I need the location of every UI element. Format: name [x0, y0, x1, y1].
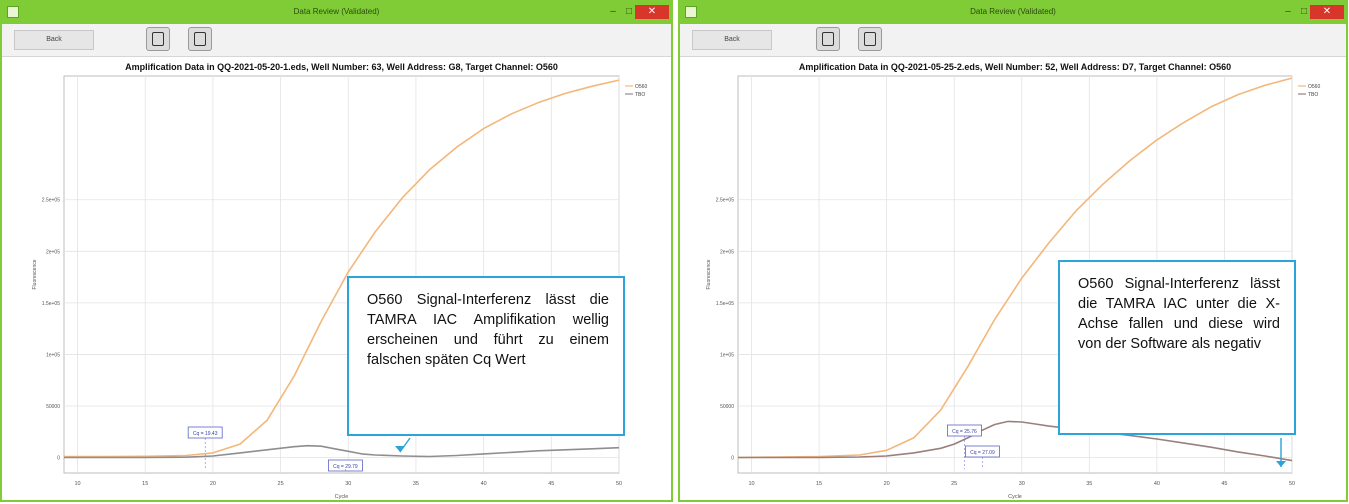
cq-label: Cq = 27.09: [970, 450, 995, 456]
x-tick-label: 30: [1019, 481, 1025, 487]
window-title: Data Review (Validated): [970, 7, 1056, 16]
title-bar: Data Review (Validated) – □ ✕: [2, 2, 671, 24]
maximize-icon[interactable]: □: [625, 6, 633, 17]
cq-annotation: Cq = 19.43: [187, 426, 223, 469]
app-icon: [7, 6, 19, 18]
minimize-icon[interactable]: –: [1285, 6, 1291, 17]
series-line-o560: [64, 79, 620, 458]
legend-label: O560: [1308, 84, 1320, 90]
window-title: Data Review (Validated): [293, 7, 380, 16]
x-tick-label: 40: [1154, 481, 1160, 487]
series-line-o560: [737, 77, 1293, 459]
save-icon[interactable]: [858, 27, 882, 51]
series-line-tbo: [64, 444, 620, 459]
chart-title: Amplification Data in QQ-2021-05-20-1.ed…: [125, 62, 558, 72]
x-tick-label: 25: [278, 481, 284, 487]
x-tick-label: 25: [951, 481, 957, 487]
callout-arrow-head: [1276, 461, 1286, 467]
y-tick-label: 2.5e+05: [42, 198, 60, 204]
close-icon[interactable]: ✕: [1310, 5, 1344, 19]
y-tick-label: 0: [731, 456, 734, 462]
x-tick-label: 20: [884, 481, 890, 487]
chart-title: Amplification Data in QQ-2021-05-25-2.ed…: [799, 62, 1231, 72]
x-tick-label: 45: [1221, 481, 1227, 487]
minimize-icon[interactable]: –: [610, 6, 616, 17]
y-tick-label: 2e+05: [46, 249, 60, 255]
y-axis-label: Fluorescence: [706, 259, 712, 289]
toolbar: Back: [680, 24, 1346, 57]
annotation-callout: O560 Signal-Interferenz lässt die TAMRA …: [1058, 260, 1296, 435]
title-bar: Data Review (Validated) – □ ✕: [680, 2, 1346, 24]
x-tick-label: 15: [142, 481, 148, 487]
y-tick-label: 2.5e+05: [716, 198, 734, 204]
x-axis-label: Cycle: [335, 494, 349, 500]
x-tick-label: 15: [816, 481, 822, 487]
y-tick-label: 1.5e+05: [716, 301, 734, 307]
back-button[interactable]: Back: [692, 30, 772, 50]
x-tick-label: 45: [548, 481, 554, 487]
x-tick-label: 30: [345, 481, 351, 487]
legend-label: TBO: [1308, 92, 1318, 98]
callout-text: O560 Signal-Interferenz lässt die TAMRA …: [367, 292, 609, 368]
y-tick-label: 0: [57, 456, 60, 462]
export-icon[interactable]: [146, 27, 170, 51]
x-tick-label: 40: [481, 481, 487, 487]
series-line-tbo: [738, 420, 1293, 462]
export-icon[interactable]: [816, 27, 840, 51]
x-tick-label: 50: [616, 481, 622, 487]
cq-annotation: Cq = 25.76: [947, 424, 982, 469]
cq-annotation: Cq = 27.09: [965, 445, 1000, 469]
x-tick-label: 10: [748, 481, 754, 487]
callout-text: O560 Signal-Interferenz lässt die TAMRA …: [1078, 276, 1280, 352]
y-tick-label: 1e+05: [46, 352, 60, 358]
y-tick-label: 2e+05: [720, 249, 734, 255]
y-tick-label: 1.5e+05: [42, 301, 60, 307]
toolbar: Back: [2, 24, 671, 57]
y-axis-label: Fluorescence: [32, 259, 38, 289]
x-axis-label: Cycle: [1008, 494, 1022, 500]
cq-label: Cq = 19.43: [193, 431, 218, 437]
y-tick-label: 50000: [720, 404, 734, 410]
legend-label: O560: [635, 84, 647, 90]
x-tick-label: 20: [210, 481, 216, 487]
app-icon: [685, 6, 697, 18]
x-tick-label: 35: [1086, 481, 1092, 487]
y-tick-label: 50000: [46, 404, 60, 410]
data-review-window-1: Data Review (Validated) – □ ✕ Back Ampli…: [0, 0, 673, 502]
x-tick-label: 50: [1289, 481, 1295, 487]
legend-label: TBO: [635, 92, 645, 98]
annotation-callout: O560 Signal-Interferenz lässt die TAMRA …: [347, 276, 625, 436]
data-review-window-2: Data Review (Validated) – □ ✕ Back Ampli…: [678, 0, 1348, 502]
save-icon[interactable]: [188, 27, 212, 51]
close-icon[interactable]: ✕: [635, 5, 669, 19]
cq-label: Cq = 25.76: [952, 429, 977, 435]
callout-arrow-head: [395, 446, 405, 452]
cq-annotation: Cq = 29.79: [328, 459, 363, 472]
x-tick-label: 10: [74, 481, 80, 487]
x-tick-label: 35: [413, 481, 419, 487]
maximize-icon[interactable]: □: [1300, 6, 1308, 17]
cq-label: Cq = 29.79: [333, 464, 358, 470]
y-tick-label: 1e+05: [720, 352, 734, 358]
back-button[interactable]: Back: [14, 30, 94, 50]
